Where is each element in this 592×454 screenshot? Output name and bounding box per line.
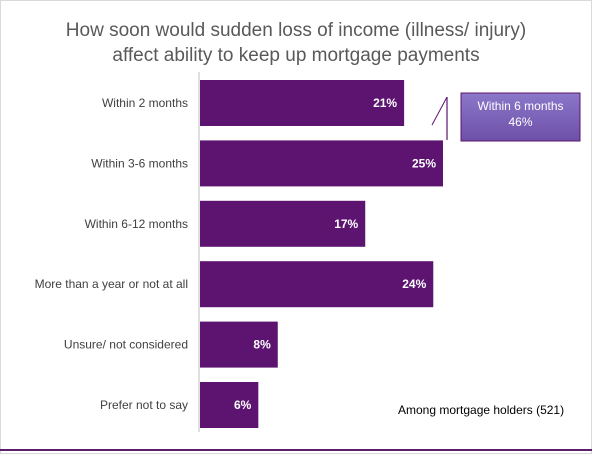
- bar-value-label: 8%: [253, 338, 271, 352]
- bar-value-label: 6%: [234, 398, 252, 412]
- bar: [200, 382, 259, 428]
- category-label: Within 3-6 months: [91, 156, 188, 170]
- category-label: Within 2 months: [102, 96, 188, 110]
- category-label: Unsure/ not considered: [64, 338, 188, 352]
- category-label: Prefer not to say: [100, 398, 188, 412]
- chart-title-line-1: How soon would sudden loss of income (il…: [65, 20, 527, 41]
- chart-footnote: Among mortgage holders (521): [398, 403, 564, 417]
- category-label: More than a year or not at all: [35, 277, 188, 291]
- bar-value-label: 17%: [334, 217, 358, 231]
- bar: [200, 140, 443, 187]
- callout-label: Within 6 months: [477, 99, 563, 113]
- bar: [200, 200, 366, 247]
- callout-value: 46%: [508, 115, 532, 129]
- bar-value-label: 21%: [373, 96, 397, 110]
- callout-box: [460, 92, 581, 142]
- bottom-accent-line: [0, 449, 592, 451]
- bar-value-label: 24%: [402, 277, 426, 291]
- bar: [200, 261, 434, 308]
- chart-title-line-2: affect ability to keep up mortgage payme…: [112, 45, 480, 66]
- bar: [200, 321, 278, 368]
- callout-connector: [431, 96, 448, 126]
- chart-title: How soon would sudden loss of income (il…: [0, 18, 592, 68]
- category-label: Within 6-12 months: [85, 217, 188, 231]
- bar: [200, 80, 405, 126]
- bar-value-label: 25%: [412, 156, 436, 170]
